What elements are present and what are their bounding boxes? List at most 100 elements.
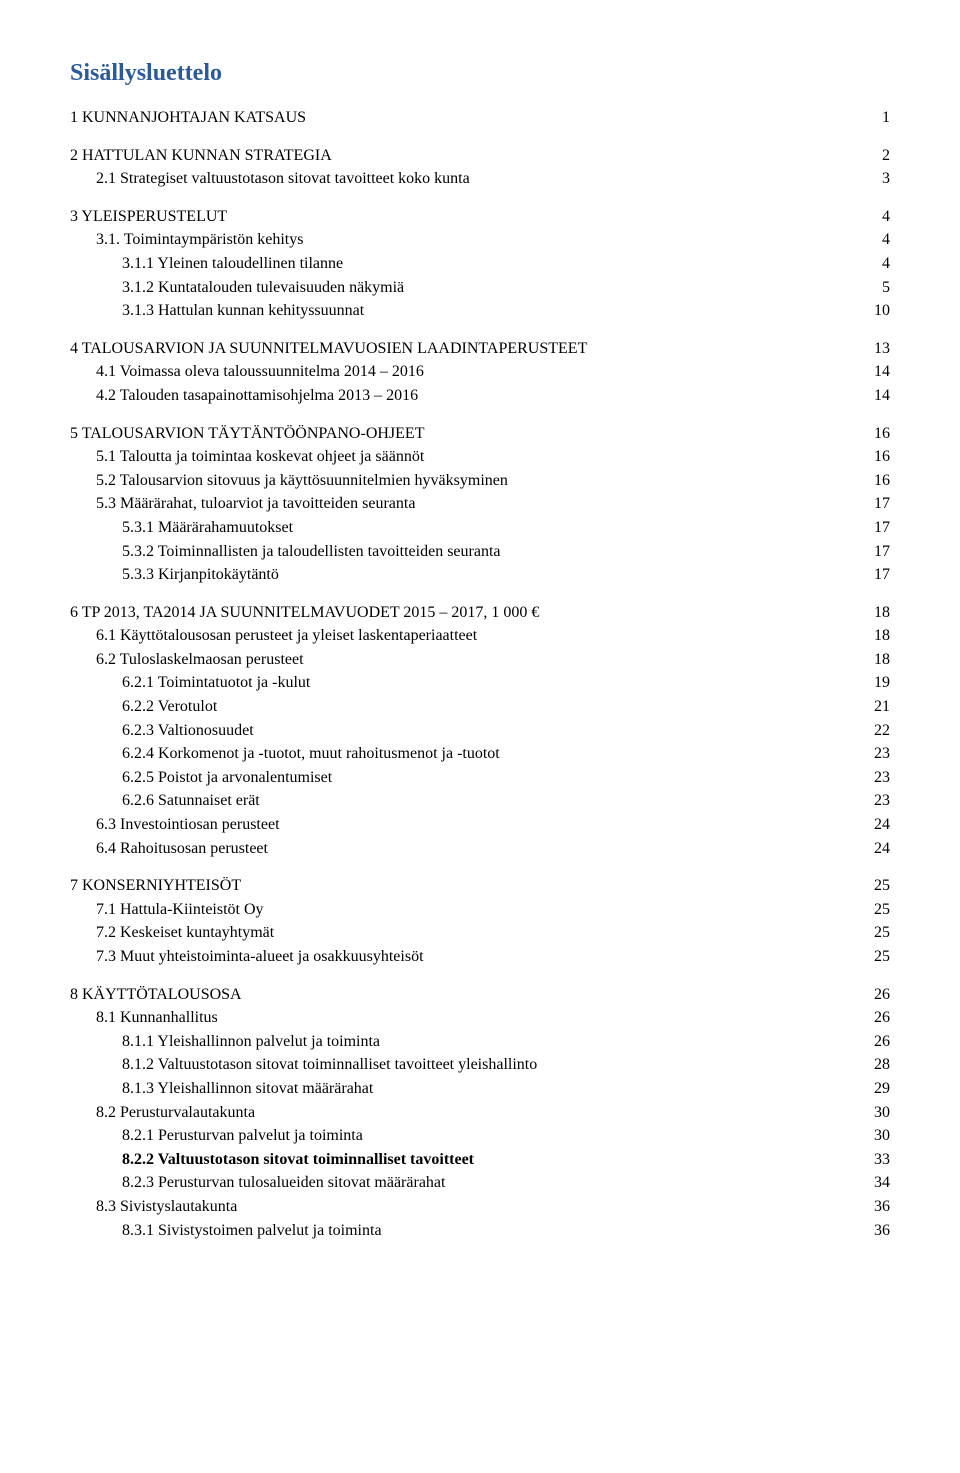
toc-entry-page: 23 <box>862 743 890 765</box>
toc-group: 2 HATTULAN KUNNAN STRATEGIA22.1 Strategi… <box>70 145 890 190</box>
toc-entry-page: 18 <box>862 649 890 671</box>
toc-entry-page: 30 <box>862 1102 890 1124</box>
toc-entry-label: 3.1. Toimintaympäristön kehitys <box>96 229 303 251</box>
toc-entry: 8.2.1 Perusturvan palvelut ja toiminta 30 <box>70 1125 890 1147</box>
toc-entry: 4.1 Voimassa oleva taloussuunnitelma 201… <box>70 361 890 383</box>
toc-entry: 8.3 Sivistyslautakunta 36 <box>70 1196 890 1218</box>
toc-entry: 3.1. Toimintaympäristön kehitys4 <box>70 229 890 251</box>
toc-entry: 3.1.2 Kuntatalouden tulevaisuuden näkymi… <box>70 277 890 299</box>
toc-entry-page: 21 <box>862 696 890 718</box>
toc-entry: 6.1 Käyttötalousosan perusteet ja yleise… <box>70 625 890 647</box>
toc-entry: 8.1.1 Yleishallinnon palvelut ja toimint… <box>70 1031 890 1053</box>
toc-entry-label: 5.3.2 Toiminnallisten ja taloudellisten … <box>122 541 501 563</box>
toc-entry-label: 8.3 Sivistyslautakunta <box>96 1196 237 1218</box>
toc-entry-label: 6.1 Käyttötalousosan perusteet ja yleise… <box>96 625 477 647</box>
toc-entry-page: 14 <box>862 385 890 407</box>
toc-entry-page: 23 <box>862 790 890 812</box>
toc-entry-page: 14 <box>862 361 890 383</box>
toc-entry-page: 25 <box>862 875 890 897</box>
toc-entry-page: 2 <box>870 145 890 167</box>
toc-entry-page: 18 <box>862 625 890 647</box>
toc-entry-page: 36 <box>862 1196 890 1218</box>
toc-entry: 5.3.3 Kirjanpitokäytäntö17 <box>70 564 890 586</box>
toc-entry-label: 3.1.1 Yleinen taloudellinen tilanne <box>122 253 343 275</box>
toc-entry-page: 26 <box>862 1007 890 1029</box>
toc-entry: 5 TALOUSARVION TÄYTÄNTÖÖNPANO-OHJEET16 <box>70 423 890 445</box>
toc-entry-page: 30 <box>862 1125 890 1147</box>
toc-group: 3 YLEISPERUSTELUT43.1. Toimintaympäristö… <box>70 206 890 322</box>
toc-entry-page: 17 <box>862 493 890 515</box>
toc-entry: 5.2 Talousarvion sitovuus ja käyttösuunn… <box>70 470 890 492</box>
toc-entry-label: 6.2.4 Korkomenot ja -tuotot, muut rahoit… <box>122 743 500 765</box>
toc-entry-page: 17 <box>862 517 890 539</box>
toc-entry: 6.2.6 Satunnaiset erät 23 <box>70 790 890 812</box>
toc-entry: 4 TALOUSARVION JA SUUNNITELMAVUOSIEN LAA… <box>70 338 890 360</box>
toc-entry-page: 10 <box>862 300 890 322</box>
toc-entry-label: 7 KONSERNIYHTEISÖT <box>70 875 241 897</box>
toc-entry-label: 8.3.1 Sivistystoimen palvelut ja toimint… <box>122 1220 382 1242</box>
toc-entry-label: 8.1.1 Yleishallinnon palvelut ja toimint… <box>122 1031 380 1053</box>
toc-entry-page: 25 <box>862 922 890 944</box>
toc-entry: 8.2 Perusturvalautakunta 30 <box>70 1102 890 1124</box>
toc-entry-label: 6.2.6 Satunnaiset erät <box>122 790 260 812</box>
toc-entry-page: 4 <box>870 253 890 275</box>
toc-entry-page: 16 <box>862 470 890 492</box>
toc-entry-page: 22 <box>862 720 890 742</box>
toc-entry-page: 5 <box>870 277 890 299</box>
toc-entry-page: 1 <box>870 107 890 129</box>
toc-entry-page: 17 <box>862 541 890 563</box>
toc-entry: 2 HATTULAN KUNNAN STRATEGIA2 <box>70 145 890 167</box>
toc-entry: 3.1.1 Yleinen taloudellinen tilanne 4 <box>70 253 890 275</box>
toc-entry: 5.3.1 Määrärahamuutokset 17 <box>70 517 890 539</box>
toc-entry-page: 25 <box>862 946 890 968</box>
toc-entry-label: 7.3 Muut yhteistoiminta-alueet ja osakku… <box>96 946 424 968</box>
toc-entry-page: 16 <box>862 446 890 468</box>
toc-entry: 8.3.1 Sivistystoimen palvelut ja toimint… <box>70 1220 890 1242</box>
toc-entry-label: 8.2.3 Perusturvan tulosalueiden sitovat … <box>122 1172 445 1194</box>
toc-entry-page: 23 <box>862 767 890 789</box>
toc-entry-page: 25 <box>862 899 890 921</box>
toc-entry: 8.1.2 Valtuustotason sitovat toiminnalli… <box>70 1054 890 1076</box>
toc-entry-label: 5.3.1 Määrärahamuutokset <box>122 517 293 539</box>
toc-entry: 6.3 Investointiosan perusteet24 <box>70 814 890 836</box>
toc-entry: 1 KUNNANJOHTAJAN KATSAUS 1 <box>70 107 890 129</box>
toc-entry-label: 1 KUNNANJOHTAJAN KATSAUS <box>70 107 306 129</box>
toc-entry: 2.1 Strategiset valtuustotason sitovat t… <box>70 168 890 190</box>
toc-entry-label: 8.1.2 Valtuustotason sitovat toiminnalli… <box>122 1054 537 1076</box>
toc-group: 4 TALOUSARVION JA SUUNNITELMAVUOSIEN LAA… <box>70 338 890 407</box>
toc-entry-label: 8.2 Perusturvalautakunta <box>96 1102 255 1124</box>
toc-entry: 8.2.2 Valtuustotason sitovat toiminnalli… <box>70 1149 890 1171</box>
toc-entry-label: 8.2.1 Perusturvan palvelut ja toiminta <box>122 1125 363 1147</box>
toc-entry-page: 19 <box>862 672 890 694</box>
toc-group: 5 TALOUSARVION TÄYTÄNTÖÖNPANO-OHJEET16 5.… <box>70 423 890 586</box>
toc-entry-page: 18 <box>862 602 890 624</box>
toc-entry: 8.1 Kunnanhallitus26 <box>70 1007 890 1029</box>
toc-entry-label: 3 YLEISPERUSTELUT <box>70 206 227 228</box>
toc-entry-page: 36 <box>862 1220 890 1242</box>
toc-group: 1 KUNNANJOHTAJAN KATSAUS 1 <box>70 107 890 129</box>
toc-entry-page: 16 <box>862 423 890 445</box>
toc-entry-label: 6.4 Rahoitusosan perusteet <box>96 838 268 860</box>
toc-entry-page: 13 <box>862 338 890 360</box>
toc-entry-label: 4.2 Talouden tasapainottamisohjelma 2013… <box>96 385 418 407</box>
toc-entry-page: 24 <box>862 838 890 860</box>
toc-entry: 8.1.3 Yleishallinnon sitovat määrärahat2… <box>70 1078 890 1100</box>
toc-entry: 6.2.4 Korkomenot ja -tuotot, muut rahoit… <box>70 743 890 765</box>
toc-entry-label: 6 TP 2013, TA2014 JA SUUNNITELMAVUODET 2… <box>70 602 539 624</box>
toc-entry-page: 29 <box>862 1078 890 1100</box>
toc-entry-label: 2.1 Strategiset valtuustotason sitovat t… <box>96 168 470 190</box>
toc-entry: 7.3 Muut yhteistoiminta-alueet ja osakku… <box>70 946 890 968</box>
toc-entry-label: 4 TALOUSARVION JA SUUNNITELMAVUOSIEN LAA… <box>70 338 587 360</box>
toc-entry-label: 6.2.1 Toimintatuotot ja -kulut <box>122 672 310 694</box>
toc-entry-label: 6.2 Tuloslaskelmaosan perusteet <box>96 649 304 671</box>
toc-entry: 3 YLEISPERUSTELUT4 <box>70 206 890 228</box>
toc-entry-label: 7.2 Keskeiset kuntayhtymät <box>96 922 274 944</box>
toc-group: 8 KÄYTTÖTALOUSOSA268.1 Kunnanhallitus268… <box>70 984 890 1242</box>
toc-entry-label: 7.1 Hattula-Kiinteistöt Oy <box>96 899 264 921</box>
toc-entry-page: 24 <box>862 814 890 836</box>
toc-entry: 6.2.2 Verotulot21 <box>70 696 890 718</box>
toc-entry-label: 6.2.3 Valtionosuudet <box>122 720 254 742</box>
toc-entry-page: 3 <box>870 168 890 190</box>
toc-title: Sisällysluettelo <box>70 60 890 87</box>
toc-entry: 6.2.5 Poistot ja arvonalentumiset23 <box>70 767 890 789</box>
